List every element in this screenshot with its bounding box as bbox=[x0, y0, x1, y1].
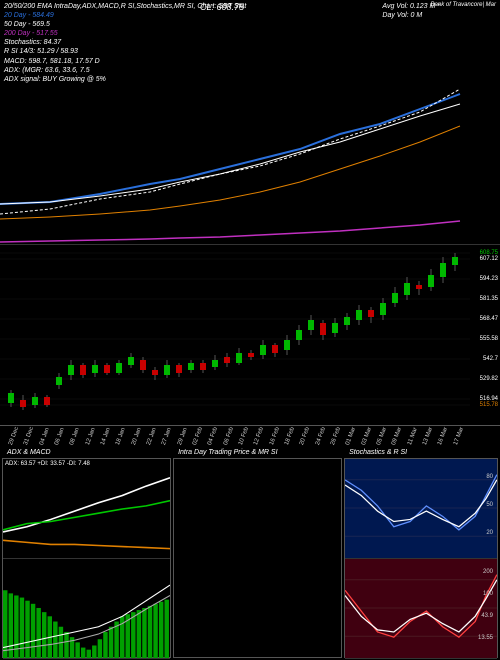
y-axis: 608.75607.12594.23581.35568.47555.58542.… bbox=[470, 245, 498, 425]
panel-stoch-rsi: Stochastics & R SI 805020 20010043.913.5… bbox=[344, 458, 498, 658]
panel-intraday: Intra Day Trading Price & MR SI bbox=[173, 458, 342, 658]
panel3-title: Stochastics & R SI bbox=[349, 449, 407, 456]
panel1-title: ADX & MACD bbox=[7, 449, 51, 456]
title-right: Bank of Travancore| Mar bbox=[431, 2, 496, 10]
header: 20/50/200 EMA IntraDay,ADX,MACD,R SI,Sto… bbox=[0, 0, 500, 74]
macd: MACD: 598.7, 581.18, 17.57 D bbox=[4, 57, 246, 66]
panel-adx-macd: ADX & MACD ADX: 63.57 +DI: 33.57 -DI: 7.… bbox=[2, 458, 171, 658]
candle-chart: 608.75607.12594.23581.35568.47555.58542.… bbox=[0, 245, 500, 426]
bottom-panels: ADX & MACD ADX: 63.57 +DI: 33.57 -DI: 7.… bbox=[0, 456, 500, 660]
ema200: 200 Day - 517.55 bbox=[4, 30, 58, 37]
rsi: R SI 14/3: 51.29 / 58.93 bbox=[4, 47, 246, 56]
panel2-title: Intra Day Trading Price & MR SI bbox=[178, 449, 277, 456]
stoch: Stochastics: 84.37 bbox=[4, 38, 246, 47]
day-vol: Day Vol: 0 M bbox=[382, 11, 440, 20]
close-price: CL: 608.75 bbox=[200, 2, 244, 14]
ema-chart bbox=[0, 74, 500, 245]
ema50: 50 Day - 569.5 bbox=[4, 21, 50, 28]
ema20: 20 Day - 584.49 bbox=[4, 12, 54, 19]
